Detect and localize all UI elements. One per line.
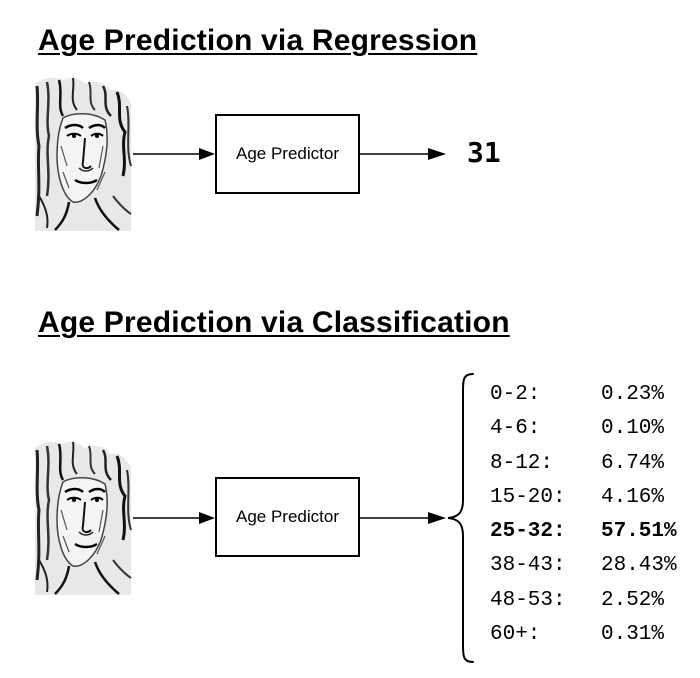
- classification-title: Age Prediction via Classification: [38, 306, 510, 339]
- age-probability-row: 8-12: 6.74%: [490, 452, 677, 486]
- age-probability-value: 6.74%: [601, 451, 665, 475]
- age-range-label: 0-2:: [490, 383, 541, 406]
- age-probability-row-top: 25-32: 57.51%: [490, 520, 677, 554]
- age-probability-row: 4-6: 0.10%: [490, 417, 677, 451]
- age-probability-row: 15-20: 4.16%: [490, 486, 677, 520]
- predicted-age-output: 31: [467, 136, 501, 169]
- age-predictor-label: Age Predictor: [236, 144, 339, 163]
- age-probability-list: 0-2: 0.23% 4-6: 0.10% 8-12: 6.74% 15-20: 4.1…: [490, 383, 677, 657]
- age-range-label: 25-32:: [490, 520, 566, 544]
- age-probability-value: 0.31%: [601, 623, 665, 647]
- age-range-label: 15-20:: [490, 485, 566, 509]
- age-predictor-box: Age Predictor: [215, 114, 360, 194]
- age-probability-value: 28.43%: [601, 554, 677, 578]
- age-probability-row: 38-43: 28.43%: [490, 554, 677, 588]
- age-probability-row: 0-2: 0.23%: [490, 383, 677, 417]
- age-probability-row: 60+: 0.31%: [490, 623, 677, 657]
- age-range-label: 60+:: [490, 623, 541, 647]
- age-range-label: 8-12:: [490, 451, 554, 475]
- age-probability-value: 4.16%: [601, 485, 665, 509]
- age-probability-value: 57.51%: [601, 520, 677, 544]
- age-predictor-box: Age Predictor: [215, 477, 360, 557]
- age-predictor-label: Age Predictor: [236, 507, 339, 526]
- face-photo-icon: [33, 440, 133, 595]
- age-range-label: 4-6:: [490, 417, 541, 441]
- curly-brace-icon: [445, 372, 475, 669]
- face-photo-icon: [33, 76, 133, 231]
- age-range-label: 48-53:: [490, 588, 566, 612]
- age-probability-value: 2.52%: [601, 588, 665, 612]
- regression-title: Age Prediction via Regression: [38, 24, 478, 57]
- age-probability-value: 0.23%: [601, 383, 665, 406]
- age-range-label: 38-43:: [490, 554, 566, 578]
- age-probability-value: 0.10%: [601, 417, 665, 441]
- age-probability-row: 48-53: 2.52%: [490, 589, 677, 623]
